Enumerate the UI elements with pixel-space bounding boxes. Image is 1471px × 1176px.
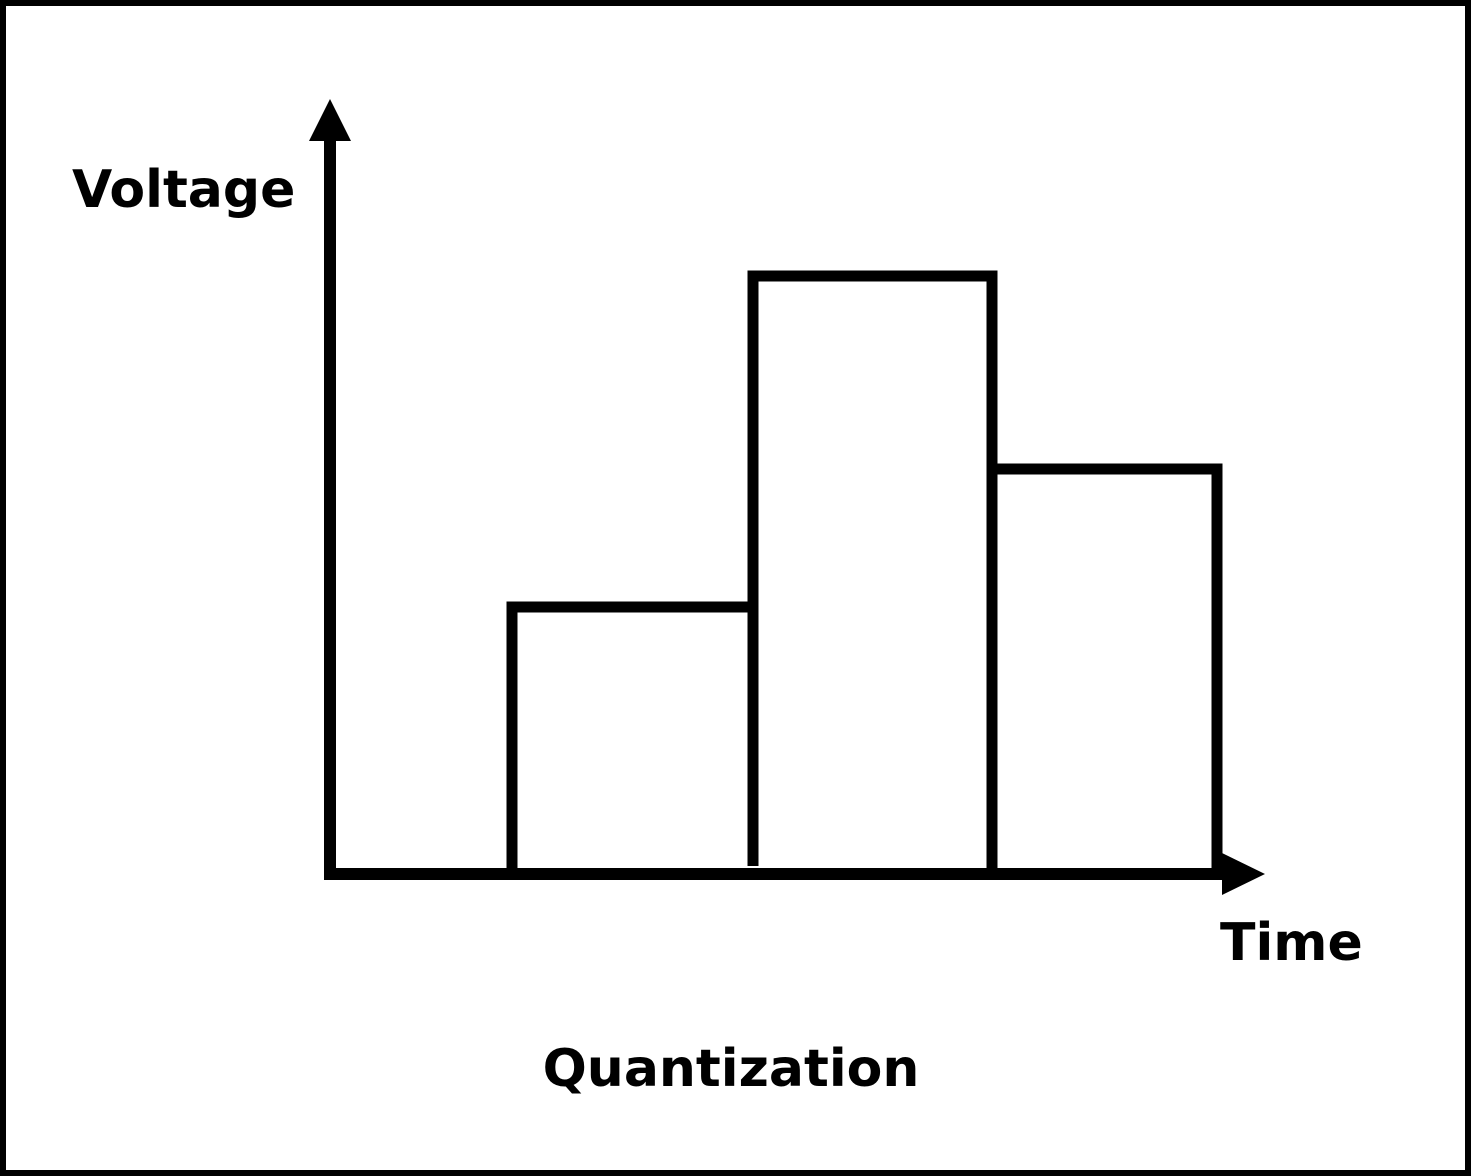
x-axis-label: Time (1220, 913, 1363, 973)
y-axis-arrow (309, 99, 351, 141)
step (992, 463, 1223, 870)
step (506, 601, 748, 870)
y-axis-label: Voltage (72, 160, 295, 220)
x-axis-arrow (1222, 853, 1265, 895)
caption: Quantization (543, 1039, 920, 1099)
step (747, 270, 998, 868)
